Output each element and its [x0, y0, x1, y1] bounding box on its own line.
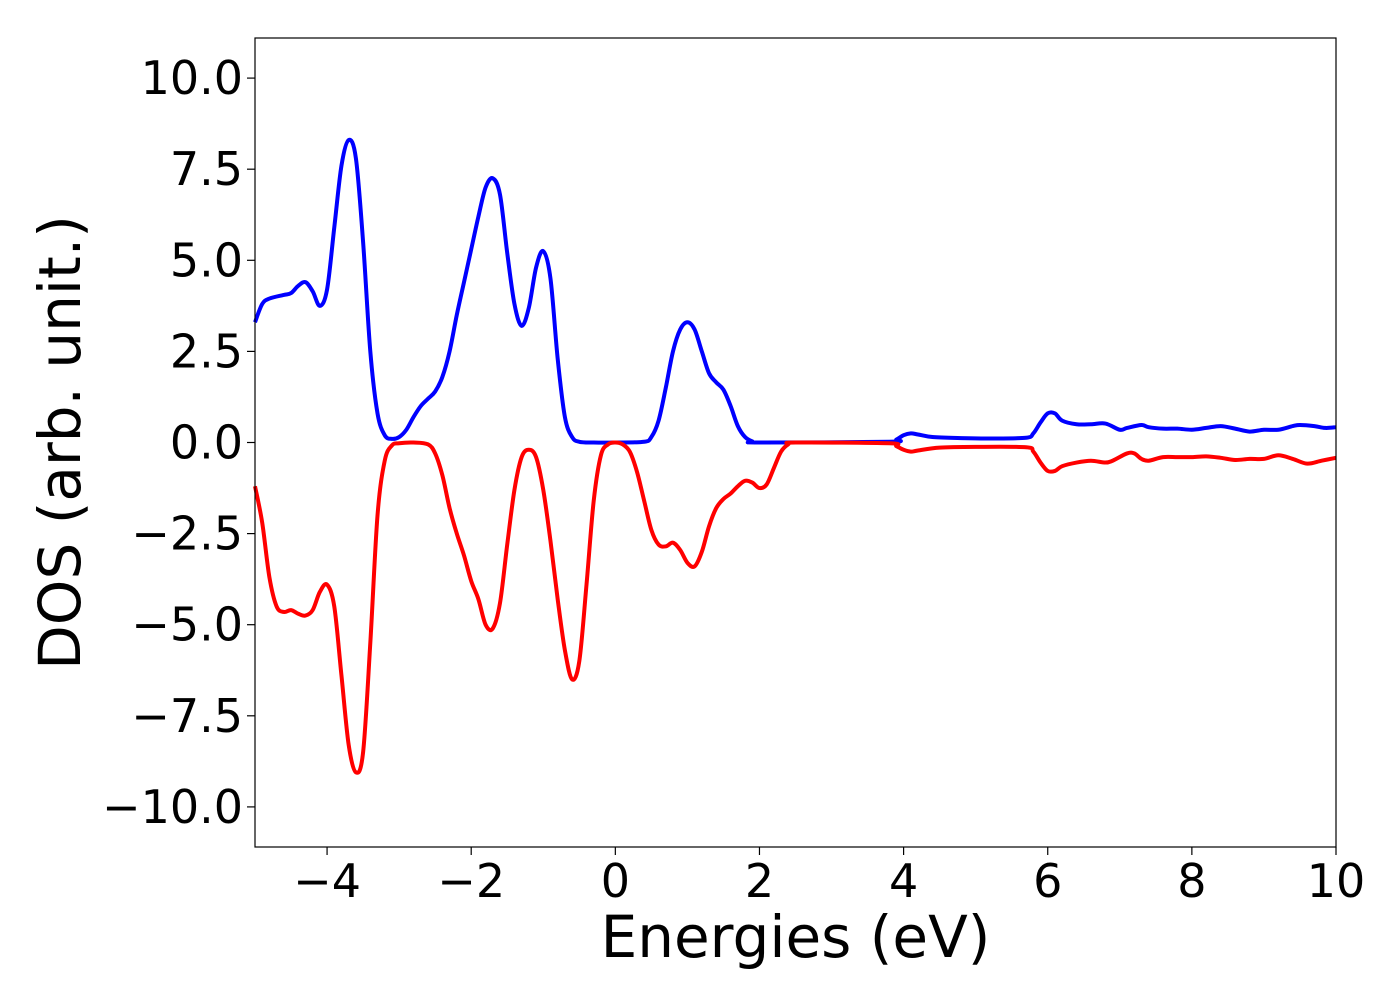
- x-tick-label: −2: [437, 854, 505, 908]
- y-tick-label: 5.0: [170, 233, 243, 287]
- y-axis-title: DOS (arb. unit.): [26, 215, 94, 670]
- y-tick-label: −10.0: [102, 780, 243, 834]
- x-tick-label: 4: [889, 854, 918, 908]
- x-tick-label: 0: [601, 854, 630, 908]
- series-layer: [253, 137, 1337, 775]
- y-tick-label: 2.5: [170, 324, 243, 378]
- x-tick-label: 6: [1033, 854, 1062, 908]
- y-tick-label: −2.5: [131, 507, 243, 561]
- y-axis: −10.0 −7.5 −5.0 −2.5 0.0 2.5 5.0 7.5 10.0: [102, 51, 255, 834]
- series-line-down: [253, 440, 1337, 775]
- x-tick-label: −4: [293, 854, 361, 908]
- x-tick-label: 10: [1307, 854, 1366, 908]
- x-tick-label: 8: [1177, 854, 1206, 908]
- y-tick-label: −7.5: [131, 689, 243, 743]
- y-tick-label: −5.0: [131, 598, 243, 652]
- x-tick-label: 2: [745, 854, 774, 908]
- y-tick-label: 10.0: [141, 51, 243, 105]
- y-tick-label: 0.0: [170, 416, 243, 470]
- series-line-up: [253, 137, 1337, 445]
- x-axis: −4 −2 0 2 4 6 8 10: [293, 847, 1365, 908]
- x-axis-title: Energies (eV): [601, 903, 991, 971]
- y-tick-label: 7.5: [170, 142, 243, 196]
